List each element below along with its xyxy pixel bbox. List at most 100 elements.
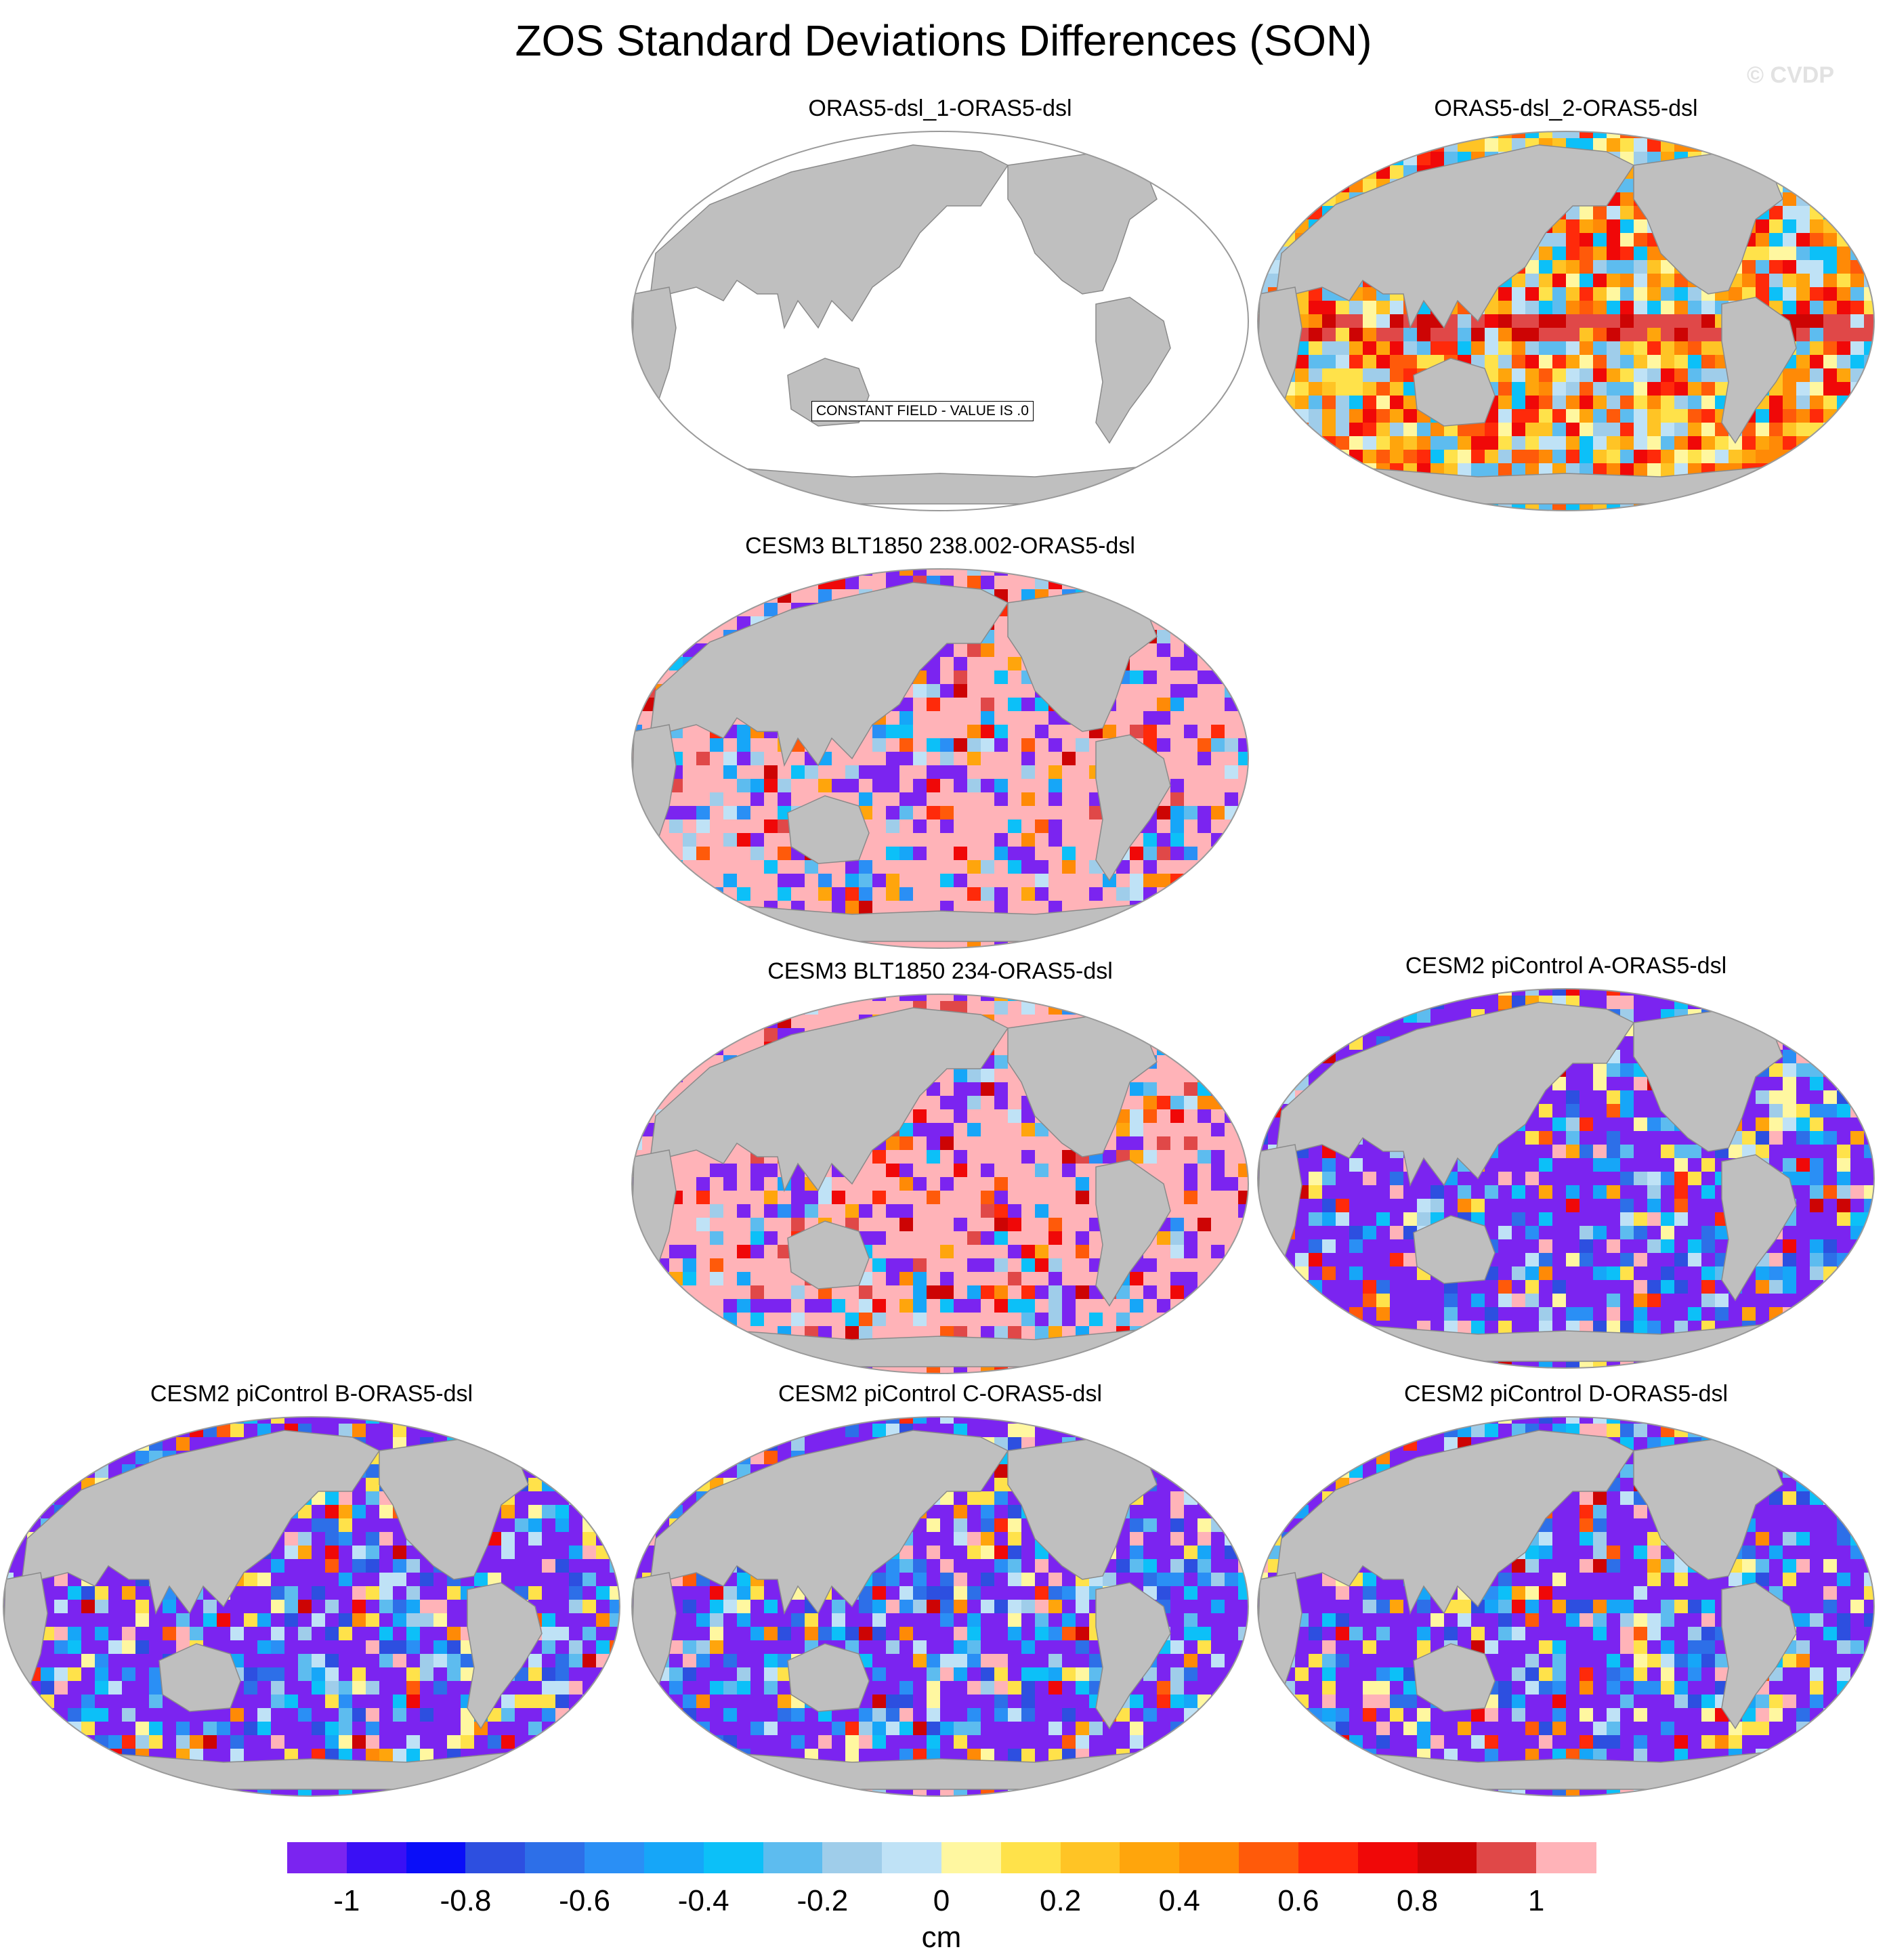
- anomaly-cell: [994, 1299, 1009, 1313]
- anomaly-cell: [1579, 1226, 1594, 1240]
- anomaly-cell: [1184, 1028, 1198, 1042]
- anomaly-cell: [1184, 874, 1198, 888]
- anomaly-cell: [1238, 1177, 1248, 1191]
- anomaly-cell: [1211, 1245, 1225, 1259]
- anomaly-cell: [1225, 1177, 1239, 1191]
- anomaly-cell: [1701, 382, 1716, 396]
- anomaly-cell: [1525, 287, 1540, 301]
- anomaly-cell: [1170, 1285, 1185, 1300]
- anomaly-cell: [1258, 1036, 1269, 1050]
- anomaly-cell: [1810, 1199, 1824, 1213]
- anomaly-cell: [632, 887, 643, 901]
- anomaly-cell: [1525, 1253, 1540, 1267]
- anomaly-cell: [1143, 874, 1158, 888]
- anomaly-cell: [750, 874, 765, 888]
- anomaly-cell: [1268, 450, 1282, 464]
- anomaly-cell: [791, 874, 805, 888]
- anomaly-cell: [1539, 409, 1553, 423]
- anomaly-cell: [1607, 436, 1621, 450]
- anomaly-cell: [1783, 382, 1797, 396]
- anomaly-cell: [1322, 1199, 1336, 1213]
- anomaly-cell: [1850, 409, 1865, 423]
- anomaly-cell: [981, 887, 995, 901]
- anomaly-cell: [1048, 792, 1063, 807]
- anomaly-cell: [1062, 1367, 1076, 1373]
- anomaly-cell: [818, 1204, 832, 1218]
- anomaly-cell: [845, 1191, 860, 1205]
- anomaly-cell: [1552, 355, 1567, 369]
- anomaly-cell: [1130, 698, 1144, 712]
- anomaly-cell: [1238, 630, 1248, 644]
- anomaly-cell: [1634, 1239, 1648, 1254]
- anomaly-cell: [1688, 1239, 1702, 1254]
- anomaly-cell: [1143, 603, 1158, 617]
- anomaly-cell: [1238, 1082, 1248, 1096]
- anomaly-cell: [1363, 490, 1377, 505]
- anomaly-cell: [1076, 1353, 1090, 1367]
- anomaly-cell: [1103, 1313, 1117, 1327]
- anomaly-cell: [1062, 725, 1076, 739]
- anomaly-cell: [1647, 504, 1661, 511]
- anomaly-cell: [1349, 382, 1363, 396]
- anomaly-cell: [1864, 996, 1874, 1010]
- anomaly-cell: [1349, 1239, 1363, 1254]
- anomaly-cell: [1796, 328, 1810, 342]
- anomaly-cell: [1211, 1109, 1225, 1124]
- anomaly-cell: [994, 806, 1009, 820]
- anomaly-cell: [1512, 1212, 1526, 1227]
- anomaly-cell: [940, 1285, 954, 1300]
- anomaly-cell: [737, 941, 751, 948]
- anomaly-cell: [1458, 463, 1472, 477]
- anomaly-cell: [1021, 1109, 1036, 1124]
- anomaly-cell: [1211, 630, 1225, 644]
- anomaly-cell: [1823, 1212, 1838, 1227]
- anomaly-cell: [1268, 1023, 1282, 1037]
- anomaly-cell: [1157, 874, 1171, 888]
- anomaly-cell: [1688, 436, 1702, 450]
- anomaly-cell: [1850, 1077, 1865, 1091]
- anomaly-cell: [1566, 1131, 1580, 1145]
- anomaly-cell: [1823, 996, 1838, 1010]
- anomaly-cell: [1268, 192, 1282, 207]
- anomaly-cell: [1850, 463, 1865, 477]
- anomaly-cell: [1701, 1172, 1716, 1186]
- anomaly-cell: [791, 765, 805, 780]
- anomaly-cell: [1349, 436, 1363, 450]
- anomaly-cell: [737, 887, 751, 901]
- anomaly-cell: [1008, 1299, 1022, 1313]
- anomaly-cell: [750, 994, 765, 1002]
- anomaly-cell: [632, 994, 643, 1002]
- anomaly-cell: [1634, 423, 1648, 437]
- anomaly-cell: [1197, 1313, 1212, 1327]
- anomaly-cell: [1309, 1253, 1323, 1267]
- anomaly-cell: [1349, 341, 1363, 356]
- anomaly-cell: [1864, 1090, 1874, 1105]
- anomaly-cell: [899, 1150, 914, 1164]
- anomaly-cell: [1035, 779, 1049, 793]
- anomaly-cell: [632, 1028, 643, 1042]
- anomaly-cell: [1008, 698, 1022, 712]
- anomaly-cell: [1225, 1231, 1239, 1245]
- anomaly-cell: [1539, 274, 1553, 288]
- anomaly-cell: [1197, 779, 1212, 793]
- anomaly-cell: [1309, 328, 1323, 342]
- anomaly-cell: [1184, 643, 1198, 658]
- anomaly-cell: [1062, 779, 1076, 793]
- anomaly-cell: [737, 1177, 751, 1191]
- anomaly-cell: [1620, 1239, 1634, 1254]
- anomaly-cell: [1837, 301, 1851, 315]
- south-america-landmass: [1721, 297, 1797, 444]
- anomaly-cell: [1157, 711, 1171, 725]
- anomaly-cell: [1225, 1082, 1239, 1096]
- anomaly-cell: [1390, 1226, 1404, 1240]
- anomaly-cell: [927, 684, 941, 698]
- anomaly-cell: [1403, 409, 1418, 423]
- anomaly-cell: [1796, 247, 1810, 261]
- anomaly-cell: [764, 928, 778, 942]
- anomaly-cell: [710, 994, 724, 1002]
- anomaly-cell: [669, 901, 683, 915]
- anomaly-cell: [913, 698, 927, 712]
- anomaly-cell: [967, 779, 981, 793]
- anomaly-cell: [1498, 368, 1512, 383]
- anomaly-cell: [1539, 1185, 1553, 1199]
